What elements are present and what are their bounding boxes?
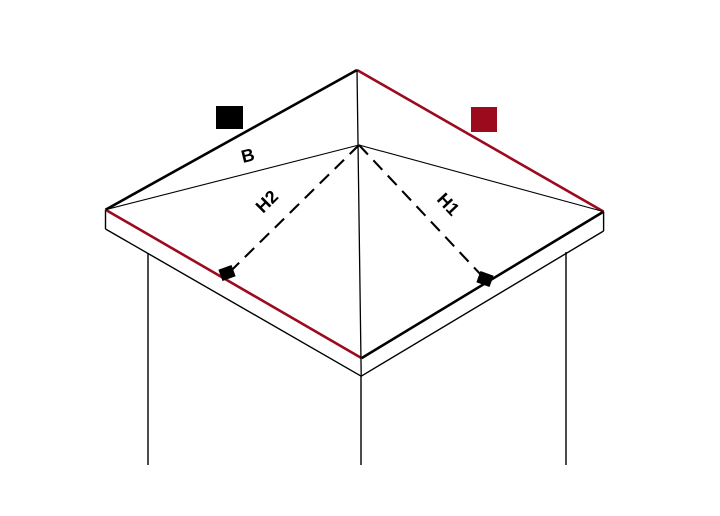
svg-text:H1: H1 xyxy=(433,189,463,219)
svg-text:H2: H2 xyxy=(252,186,282,216)
svg-text:B: B xyxy=(239,144,256,167)
